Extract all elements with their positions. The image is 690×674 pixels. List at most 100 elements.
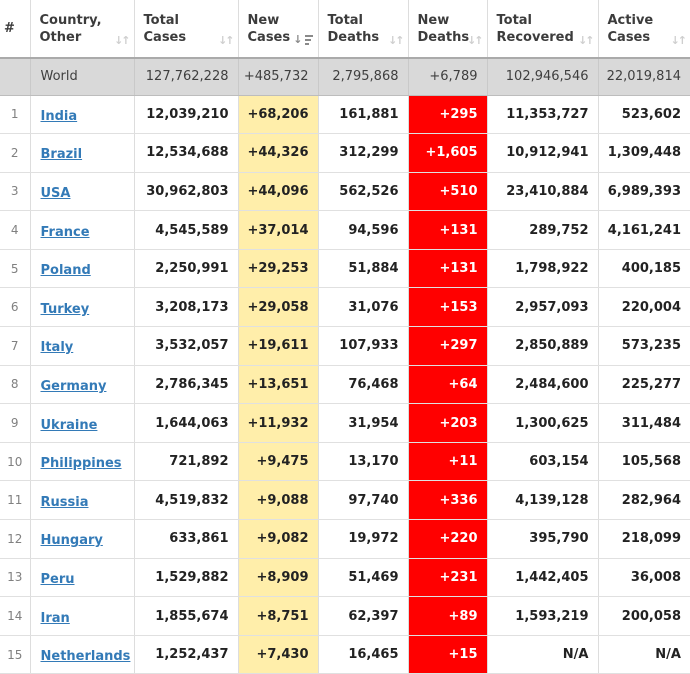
table-row: 13 Peru 1,529,882 +8,909 51,469 +231 1,4… xyxy=(0,558,690,598)
col-header-active-cases[interactable]: Active Cases ↓ ↑ xyxy=(597,0,690,59)
new-deaths-cell: +89 xyxy=(407,596,488,636)
country-link[interactable]: Peru xyxy=(40,571,75,587)
total-deaths-cell: 161,881 xyxy=(317,95,409,135)
new-deaths-cell: +153 xyxy=(407,287,488,328)
country-link[interactable]: Poland xyxy=(40,263,91,279)
active-cases-cell: 105,568 xyxy=(597,442,690,482)
rank-cell: 4 xyxy=(0,210,31,250)
table-row: 9 Ukraine 1,644,063 +11,932 31,954 +203 … xyxy=(0,403,690,443)
new-cases-cell: +7,430 xyxy=(237,635,319,674)
total-cases-cell: 12,039,210 xyxy=(133,95,239,135)
total-recovered-cell: 10,912,941 xyxy=(486,133,599,173)
total-recovered-cell: 11,353,727 xyxy=(486,95,599,135)
country-link[interactable]: India xyxy=(40,108,78,124)
col-header-country[interactable]: Country, Other ↓ ↑ xyxy=(29,0,135,59)
country-link[interactable]: Philippines xyxy=(40,456,122,472)
country-link[interactable]: USA xyxy=(40,185,71,201)
sort-icon[interactable]: ↓ ↑ xyxy=(114,34,131,47)
total-recovered-cell: 603,154 xyxy=(486,442,599,482)
total-deaths-cell: 16,465 xyxy=(317,635,409,674)
total-deaths-cell: 19,972 xyxy=(317,519,409,559)
sort-icon[interactable]: ↓ ↑ xyxy=(218,34,235,47)
country-cell: France xyxy=(29,210,135,250)
total-recovered-cell: N/A xyxy=(486,635,599,674)
active-cases-cell: 523,602 xyxy=(597,95,690,135)
active-cases-cell: 1,309,448 xyxy=(597,133,690,173)
table-row: 11 Russia 4,519,832 +9,088 97,740 +336 4… xyxy=(0,480,690,521)
country-link[interactable]: France xyxy=(40,224,90,240)
country-link[interactable]: Ukraine xyxy=(40,417,98,433)
world-total-recovered: 102,946,546 xyxy=(486,58,599,96)
total-deaths-cell: 76,468 xyxy=(317,365,409,405)
world-active-cases: 22,019,814 xyxy=(597,58,690,96)
new-cases-cell: +44,326 xyxy=(237,133,319,173)
new-cases-cell: +68,206 xyxy=(237,95,319,135)
new-deaths-cell: +203 xyxy=(407,403,488,443)
country-link[interactable]: Germany xyxy=(40,378,107,394)
sort-icon[interactable]: ↓ ↑ xyxy=(578,34,595,47)
country-cell: Netherlands xyxy=(29,635,135,674)
country-link[interactable]: Turkey xyxy=(40,301,90,317)
country-link[interactable]: Russia xyxy=(40,494,89,510)
col-header-total-deaths[interactable]: Total Deaths ↓ ↑ xyxy=(317,0,409,59)
rank-cell: 8 xyxy=(0,365,31,405)
new-cases-cell: +13,651 xyxy=(237,365,319,405)
active-cases-cell: 220,004 xyxy=(597,287,690,328)
table-row: 6 Turkey 3,208,173 +29,058 31,076 +153 2… xyxy=(0,287,690,328)
total-deaths-cell: 51,884 xyxy=(317,249,409,289)
rank-cell: 5 xyxy=(0,249,31,289)
total-deaths-cell: 562,526 xyxy=(317,172,409,212)
active-cases-cell: 218,099 xyxy=(597,519,690,559)
rank-cell: 14 xyxy=(0,596,31,636)
active-cases-cell: 225,277 xyxy=(597,365,690,405)
rank-cell: 15 xyxy=(0,635,31,674)
total-cases-cell: 30,962,803 xyxy=(133,172,239,212)
total-recovered-cell: 2,957,093 xyxy=(486,287,599,328)
col-header-total-recovered[interactable]: Total Recovered ↓ ↑ xyxy=(486,0,599,59)
rank-cell: 13 xyxy=(0,558,31,598)
header-row: # Country, Other ↓ ↑ Total Cases ↓ ↑ New C… xyxy=(0,0,690,59)
active-cases-cell: 200,058 xyxy=(597,596,690,636)
active-cases-cell: 311,484 xyxy=(597,403,690,443)
new-cases-cell: +29,253 xyxy=(237,249,319,289)
total-cases-cell: 4,519,832 xyxy=(133,480,239,521)
col-header-new-deaths[interactable]: New Deaths ↓ ↑ xyxy=(407,0,488,59)
country-link[interactable]: Iran xyxy=(40,610,70,626)
total-cases-cell: 4,545,589 xyxy=(133,210,239,250)
world-total-deaths: 2,795,868 xyxy=(317,58,409,96)
table-row: 5 Poland 2,250,991 +29,253 51,884 +131 1… xyxy=(0,249,690,289)
col-header-new-cases[interactable]: New Cases ↓ xyxy=(237,0,319,59)
total-recovered-cell: 23,410,884 xyxy=(486,172,599,212)
total-recovered-cell: 2,484,600 xyxy=(486,365,599,405)
country-link[interactable]: Netherlands xyxy=(40,649,131,665)
world-rank-cell xyxy=(0,58,31,96)
rank-cell: 11 xyxy=(0,480,31,521)
country-link[interactable]: Italy xyxy=(40,340,74,356)
total-deaths-cell: 31,954 xyxy=(317,403,409,443)
total-recovered-cell: 1,593,219 xyxy=(486,596,599,636)
new-cases-cell: +11,932 xyxy=(237,403,319,443)
rank-cell: 12 xyxy=(0,519,31,559)
col-header-total-cases[interactable]: Total Cases ↓ ↑ xyxy=(133,0,239,59)
active-cases-cell: 282,964 xyxy=(597,480,690,521)
total-cases-cell: 3,532,057 xyxy=(133,326,239,366)
total-cases-cell: 721,892 xyxy=(133,442,239,482)
country-link[interactable]: Hungary xyxy=(40,533,103,549)
new-cases-cell: +8,909 xyxy=(237,558,319,598)
new-cases-cell: +19,611 xyxy=(237,326,319,366)
new-deaths-cell: +220 xyxy=(407,519,488,559)
table-row: 3 USA 30,962,803 +44,096 562,526 +510 23… xyxy=(0,172,690,212)
country-cell: Russia xyxy=(29,480,135,521)
new-deaths-cell: +64 xyxy=(407,365,488,405)
new-deaths-cell: +1,605 xyxy=(407,133,488,173)
sort-icon[interactable]: ↓ ↑ xyxy=(670,34,688,47)
total-deaths-cell: 51,469 xyxy=(317,558,409,598)
country-link[interactable]: Brazil xyxy=(40,147,83,163)
sort-icon[interactable]: ↓ ↑ xyxy=(467,34,484,47)
sort-descending-icon[interactable]: ↓ xyxy=(293,34,313,45)
country-cell: Hungary xyxy=(29,519,135,559)
sort-icon[interactable]: ↓ ↑ xyxy=(388,34,405,47)
table-row: 8 Germany 2,786,345 +13,651 76,468 +64 2… xyxy=(0,365,690,405)
